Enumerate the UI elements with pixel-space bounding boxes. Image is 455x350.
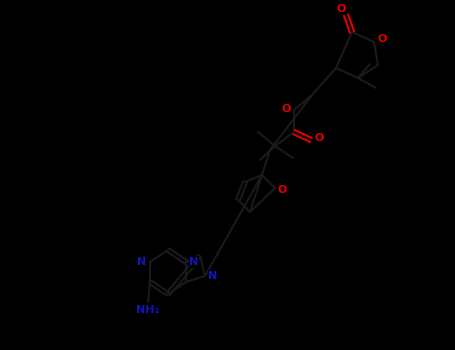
Text: N: N <box>189 257 199 267</box>
Text: O: O <box>336 4 346 14</box>
Text: O: O <box>314 133 324 143</box>
Text: NH₂: NH₂ <box>136 305 160 315</box>
Text: O: O <box>281 104 291 114</box>
Text: N: N <box>208 271 217 281</box>
Text: O: O <box>277 185 287 195</box>
Text: N: N <box>137 257 147 267</box>
Text: O: O <box>377 34 387 44</box>
